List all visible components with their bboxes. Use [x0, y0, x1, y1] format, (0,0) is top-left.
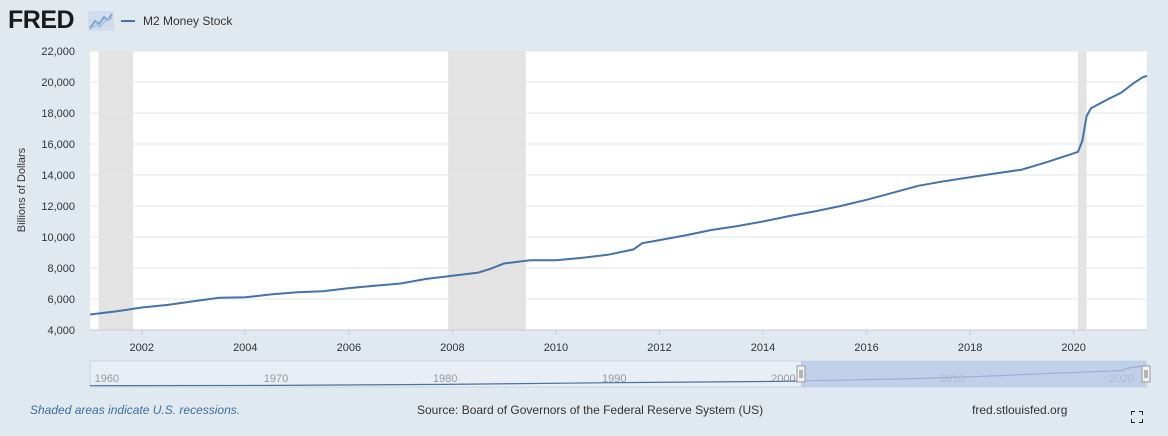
- fullscreen-icon[interactable]: [1130, 410, 1144, 424]
- navigator-tick-label: 1990: [602, 373, 626, 385]
- y-tick-label: 22,000: [41, 46, 75, 58]
- x-tick-label: 2006: [337, 342, 361, 354]
- x-axis-ticks: 2002 2004 2006 2008 2010 2012 2014 2016 2018 2020: [130, 330, 1086, 354]
- y-tick-label: 12,000: [41, 201, 75, 213]
- recession-band: [1077, 51, 1087, 330]
- x-tick-label: 2008: [440, 342, 464, 354]
- x-tick-label: 2002: [130, 342, 154, 354]
- navigator-tick-label: 2000: [771, 373, 795, 385]
- y-tick-label: 14,000: [41, 170, 75, 182]
- chart-svg: 4,000 6,000 8,000 10,000 12,000 14,000 16,000 1…: [16, 46, 1151, 388]
- recession-band: [98, 51, 134, 330]
- recession-band: [448, 51, 526, 330]
- navigator-tick-label: 1970: [264, 373, 288, 385]
- recession-note[interactable]: Shaded areas indicate U.S. recessions.: [30, 403, 241, 417]
- gridlines: [90, 50, 1147, 331]
- y-tick-label: 18,000: [41, 108, 75, 120]
- source-note: Source: Board of Governors of the Federa…: [417, 403, 764, 417]
- navigator-handle-left[interactable]: [796, 365, 806, 383]
- series-line-m2[interactable]: [89, 74, 1148, 316]
- y-tick-label: 4,000: [47, 325, 75, 337]
- navigator-selection[interactable]: [801, 361, 1146, 387]
- x-tick-label: 2016: [854, 342, 878, 354]
- fred-graph-icon: [88, 11, 114, 36]
- fred-logo[interactable]: FRED: [8, 6, 75, 34]
- legend-label: M2 Money Stock: [143, 14, 233, 28]
- navigator-tick-label: 1980: [433, 373, 457, 385]
- navigator-handle-right[interactable]: [1141, 365, 1151, 383]
- navigator-tick-label: 1960: [95, 373, 119, 385]
- y-tick-label: 20,000: [41, 77, 75, 89]
- chart-legend[interactable]: M2 Money Stock: [121, 14, 232, 28]
- x-tick-label: 2010: [544, 342, 568, 354]
- site-link[interactable]: fred.stlouisfed.org: [972, 403, 1068, 417]
- y-tick-label: 10,000: [41, 232, 75, 244]
- x-tick-label: 2014: [751, 342, 775, 354]
- y-axis-ticks: 4,000 6,000 8,000 10,000 12,000 14,000 16,000 1…: [41, 46, 75, 337]
- y-tick-label: 6,000: [47, 294, 75, 306]
- navigator[interactable]: 1960197019801990200020102020: [89, 360, 1151, 388]
- legend-swatch: [121, 20, 135, 22]
- x-tick-label: 2012: [647, 342, 671, 354]
- chart-header: FRED M2 Money Stock: [0, 0, 1168, 44]
- y-tick-label: 16,000: [41, 139, 75, 151]
- plot-area: [90, 51, 1147, 330]
- x-tick-label: 2004: [233, 342, 257, 354]
- x-tick-label: 2018: [958, 342, 982, 354]
- recession-shading-layer: [98, 51, 1087, 330]
- y-tick-label: 8,000: [47, 263, 75, 275]
- y-axis-label: Billions of Dollars: [16, 147, 28, 232]
- x-tick-label: 2020: [1061, 342, 1085, 354]
